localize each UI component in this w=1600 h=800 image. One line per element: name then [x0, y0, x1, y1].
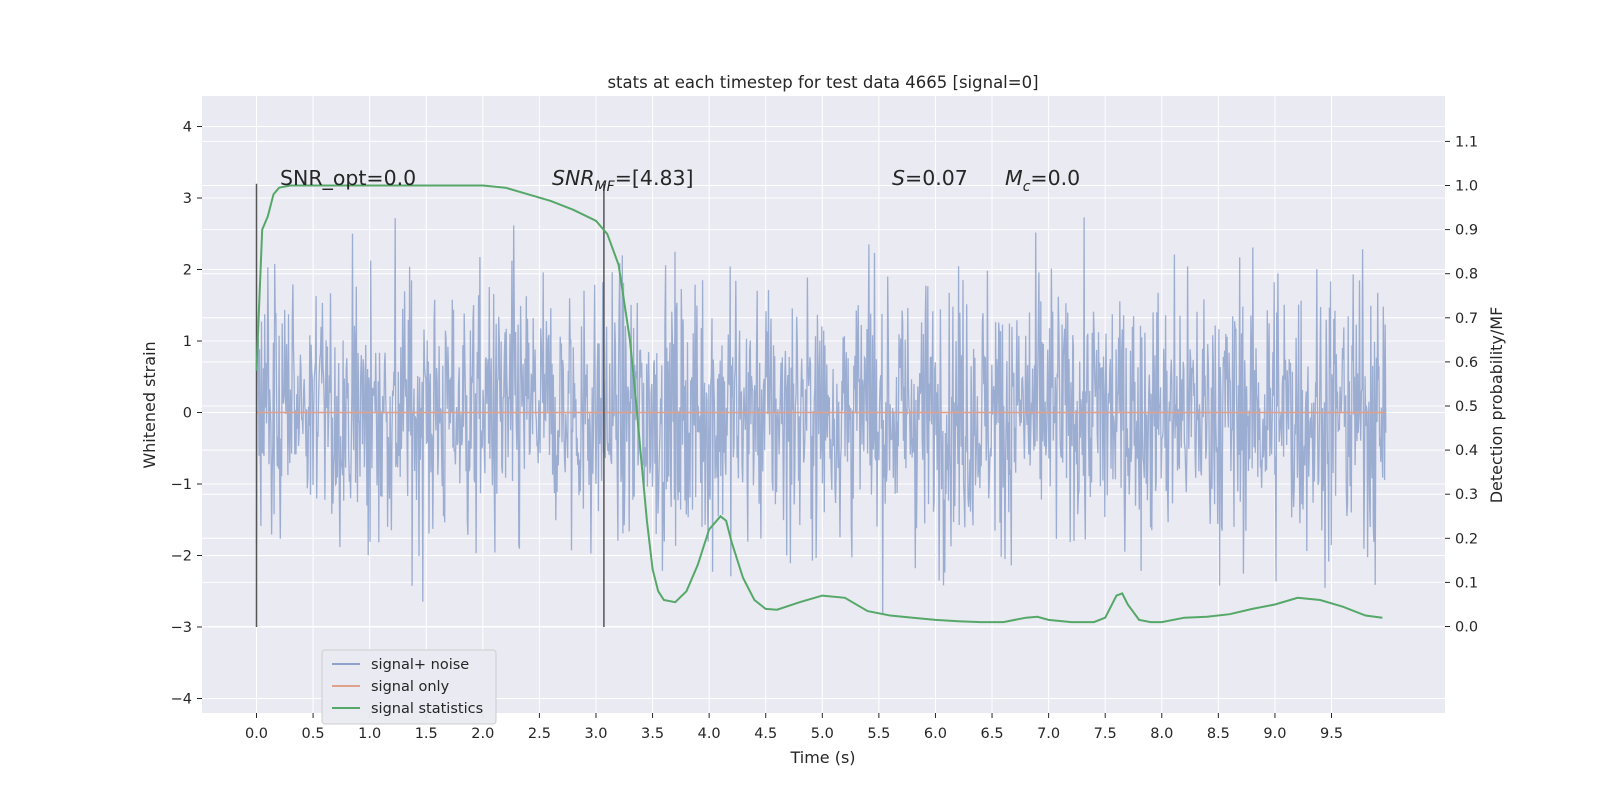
y2-tick-label: 0.3 [1455, 487, 1478, 503]
y-axis-ticks: 4 3 2 1 0 −1 −2 −3 −4 [171, 120, 202, 708]
x-tick-label: 7.5 [1094, 726, 1117, 742]
snr-mf-value: =[4.83] [615, 166, 694, 190]
x-tick-label: 6.5 [981, 726, 1004, 742]
mc-value: =0.0 [1030, 166, 1080, 190]
y-tick-label: 1 [183, 334, 192, 350]
legend-label-signal-noise: signal+ noise [371, 657, 469, 673]
x-tick-label: 6.0 [924, 726, 947, 742]
x-tick-label: 8.5 [1207, 726, 1230, 742]
x-tick-label: 3.0 [584, 726, 607, 742]
y2-tick-label: 0.5 [1455, 399, 1478, 415]
y2-axis-ticks: 1.1 1.0 0.9 0.8 0.7 0.6 0.5 0.4 0.3 0.2 0.1 0.0 [1445, 134, 1478, 636]
annotation-snr-opt: SNR_opt=0.0 [280, 166, 416, 191]
y-tick-label: 3 [183, 191, 192, 207]
mc-subscript: c [1023, 179, 1031, 195]
y2-tick-label: 1.1 [1455, 134, 1478, 150]
legend-box [321, 649, 497, 725]
x-tick-label: 1.0 [358, 726, 381, 742]
y2-tick-label: 0.8 [1455, 267, 1478, 283]
y2-tick-label: 0.9 [1455, 223, 1478, 239]
y-axis-label: Whitened strain [140, 341, 159, 468]
annotation-s: S=0.07 [892, 166, 968, 190]
x-axis-ticks: 0.0 0.5 1.0 1.5 2.0 2.5 3.0 3.5 4.0 4.5 5.0 5.5 6.0 6… [245, 713, 1343, 742]
signal-statistics-series [255, 184, 1383, 624]
x-axis-label: Time (s) [789, 748, 855, 767]
x-tick-label: 7.0 [1037, 726, 1060, 742]
s-symbol: S [892, 166, 905, 190]
y-tick-label: −1 [171, 477, 192, 493]
s-value: =0.07 [905, 166, 968, 190]
y-tick-label: 0 [183, 406, 192, 422]
snr-mf-symbol: SNR [552, 166, 595, 190]
vertical-markers [255, 183, 605, 627]
x-tick-label: 2.0 [471, 726, 494, 742]
x-tick-label: 5.5 [867, 726, 890, 742]
x-tick-label: 3.5 [641, 726, 664, 742]
y2-tick-label: 0.1 [1455, 575, 1478, 591]
y2-tick-label: 0.2 [1455, 531, 1478, 547]
y-tick-label: −4 [171, 692, 192, 708]
y-tick-label: 4 [183, 120, 192, 136]
signal-statistics-line [255, 184, 1383, 624]
y2-tick-label: 0.6 [1455, 355, 1478, 371]
y2-axis-label: Detection probability/MF [1487, 307, 1506, 504]
legend-label-signal-statistics: signal statistics [371, 701, 483, 717]
x-tick-label: 9.0 [1263, 726, 1286, 742]
y-tick-label: −2 [171, 549, 192, 565]
x-tick-label: 0.0 [245, 726, 268, 742]
signal-noise-line [255, 217, 1387, 615]
signal-noise-series [255, 217, 1387, 615]
x-tick-label: 9.5 [1320, 726, 1343, 742]
legend: signal+ noise signal only signal statist… [321, 649, 497, 725]
y2-tick-label: 0.4 [1455, 443, 1478, 459]
y-tick-label: −3 [171, 620, 192, 636]
annotation-snr-mf: SNRMF=[4.83] [552, 166, 694, 195]
x-tick-label: 2.5 [528, 726, 551, 742]
x-tick-label: 8.0 [1150, 726, 1173, 742]
mc-symbol: M [1005, 166, 1023, 190]
x-tick-label: 1.5 [415, 726, 438, 742]
x-tick-label: 5.0 [811, 726, 834, 742]
y-tick-label: 2 [183, 263, 192, 279]
x-tick-label: 4.5 [754, 726, 777, 742]
x-tick-label: 0.5 [302, 726, 325, 742]
x-tick-label: 4.0 [698, 726, 721, 742]
y2-tick-label: 1.0 [1455, 179, 1478, 195]
chart-title: stats at each timestep for test data 466… [607, 73, 1038, 92]
legend-label-signal-only: signal only [371, 679, 450, 695]
y2-tick-label: 0.7 [1455, 311, 1478, 327]
snr-mf-subscript: MF [595, 179, 616, 195]
y2-tick-label: 0.0 [1455, 620, 1478, 636]
annotation-mc: Mc=0.0 [1005, 166, 1080, 195]
